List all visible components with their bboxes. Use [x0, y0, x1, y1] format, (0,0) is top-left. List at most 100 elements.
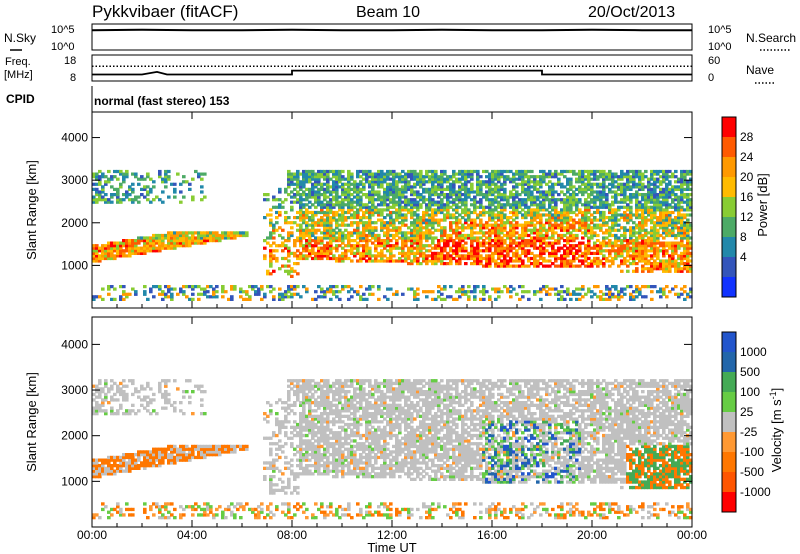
heatmap-cell — [149, 246, 153, 250]
heatmap-cell — [116, 469, 120, 473]
heatmap-cell — [497, 226, 501, 230]
heatmap-cell — [116, 195, 120, 199]
heatmap-cell — [554, 223, 558, 227]
heatmap-cell — [566, 198, 570, 202]
heatmap-cell — [371, 208, 375, 212]
heatmap-cell — [638, 231, 642, 235]
heatmap-cell — [392, 198, 396, 202]
heatmap-cell — [302, 228, 306, 232]
heatmap-cell — [131, 251, 135, 255]
heatmap-cell — [125, 172, 129, 176]
heatmap-cell — [617, 185, 621, 189]
heatmap-cell — [647, 241, 651, 245]
heatmap-cell — [287, 177, 291, 181]
heatmap-cell — [425, 175, 429, 179]
heatmap-cell — [221, 295, 225, 299]
heatmap-cell — [437, 239, 441, 243]
heatmap-cell — [197, 241, 201, 245]
heatmap-cell — [650, 205, 654, 209]
heatmap-cell — [569, 193, 573, 197]
heatmap-cell — [446, 216, 450, 220]
heatmap-cell — [158, 450, 162, 454]
heatmap-cell — [419, 246, 423, 250]
heatmap-cell — [293, 175, 297, 179]
heatmap-cell — [95, 469, 99, 473]
heatmap-cell — [146, 409, 150, 413]
heatmap-cell — [533, 223, 537, 227]
heatmap-cell — [560, 259, 564, 263]
heatmap-cell — [590, 246, 594, 250]
heatmap-cell — [653, 223, 657, 227]
heatmap-cell — [521, 295, 525, 299]
heatmap-cell — [548, 226, 552, 230]
heatmap-cell — [539, 213, 543, 217]
heatmap-cell — [539, 226, 543, 230]
heatmap-cell — [179, 455, 183, 460]
heatmap-cell — [122, 198, 126, 202]
heatmap-cell — [515, 185, 519, 189]
heatmap-cell — [605, 175, 609, 179]
heatmap-cell — [479, 249, 483, 253]
heatmap-cell — [341, 254, 345, 258]
heatmap-cell — [428, 228, 432, 232]
heatmap-cell — [542, 203, 546, 207]
colorbar-swatch — [722, 197, 736, 218]
heatmap-cell — [440, 200, 444, 204]
heatmap-cell — [476, 169, 480, 174]
heatmap-cell — [386, 175, 390, 179]
heatmap-cell — [653, 205, 657, 209]
heatmap-cell — [452, 175, 456, 179]
heatmap-cell — [431, 236, 435, 240]
heatmap-cell — [608, 169, 612, 174]
heatmap-cell — [389, 177, 393, 181]
heatmap-cell — [584, 233, 588, 238]
heatmap-cell — [662, 254, 666, 258]
heatmap-cell — [470, 223, 474, 227]
heatmap-cell — [482, 180, 486, 184]
heatmap-cell — [632, 193, 636, 197]
heatmap-cell — [662, 290, 666, 294]
heatmap-cell — [560, 185, 564, 189]
heatmap-cell — [401, 193, 405, 197]
heatmap-cell — [635, 223, 639, 227]
heatmap-cell — [524, 264, 528, 268]
heatmap-cell — [443, 254, 447, 258]
heatmap-cell — [203, 172, 207, 176]
heatmap-cell — [167, 453, 171, 457]
heatmap-cell — [374, 205, 378, 209]
heatmap-cell — [428, 236, 432, 240]
heatmap-cell — [635, 269, 639, 273]
heatmap-cell — [449, 249, 453, 253]
heatmap-cell — [587, 208, 591, 212]
heatmap-cell — [500, 182, 504, 186]
heatmap-cell — [431, 239, 435, 243]
heatmap-cell — [296, 190, 300, 194]
heatmap-cell — [656, 216, 660, 220]
heatmap-cell — [299, 193, 303, 197]
heatmap-cell — [323, 195, 327, 199]
heatmap-cell — [371, 210, 375, 215]
heatmap-cell — [350, 216, 354, 220]
heatmap-cell — [680, 169, 684, 174]
heatmap-cell — [659, 287, 663, 291]
heatmap-cell — [518, 285, 522, 289]
heatmap-cell — [503, 256, 507, 261]
heatmap-cell — [464, 203, 468, 207]
heatmap-cell — [443, 195, 447, 199]
heatmap-cell — [443, 241, 447, 245]
heatmap-cell — [146, 464, 150, 468]
heatmap-cell — [629, 169, 633, 174]
heatmap-cell — [347, 223, 351, 227]
heatmap-cell — [320, 216, 324, 220]
heatmap-cell — [383, 216, 387, 220]
heatmap-cell — [326, 226, 330, 230]
heatmap-cell — [515, 213, 519, 217]
heatmap-cell — [398, 205, 402, 209]
heatmap-cell — [365, 203, 369, 207]
heatmap-cell — [572, 221, 576, 225]
heatmap-cell — [425, 203, 429, 207]
heatmap-cell — [314, 193, 318, 197]
heatmap-cell — [296, 172, 300, 176]
heatmap-cell — [380, 198, 384, 202]
heatmap-cell — [392, 254, 396, 258]
